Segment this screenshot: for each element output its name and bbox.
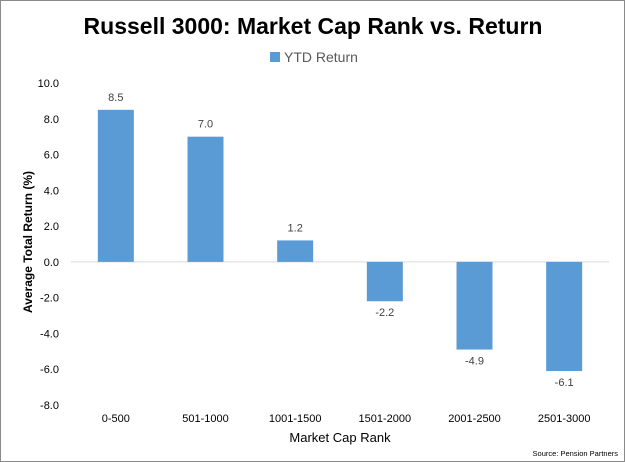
- data-label: -6.1: [555, 377, 574, 389]
- y-tick-label: 6.0: [44, 150, 59, 162]
- bar: [546, 261, 583, 372]
- data-label: 1.2: [288, 222, 303, 234]
- y-tick-label: -2.0: [40, 293, 59, 305]
- x-axis-title: Market Cap Rank: [289, 430, 391, 445]
- bar: [366, 261, 403, 302]
- bar: [456, 261, 493, 350]
- y-tick-label: 8.0: [44, 114, 59, 126]
- legend-label: YTD Return: [284, 49, 358, 65]
- y-axis-ticks: -8.0 -6.0 -4.0 -2.0 0.0 2.0 4.0 6.0 8.0 10.0: [38, 78, 59, 412]
- chart-title: Russell 3000: Market Cap Rank vs. Return: [84, 13, 543, 39]
- y-tick-label: 10.0: [38, 78, 59, 90]
- x-axis-ticks: 0-500 501-1000 1001-1500 1501-2000 2001-2500…: [102, 413, 591, 425]
- data-label: -2.2: [375, 307, 394, 319]
- bar: [277, 240, 314, 262]
- data-label: -4.9: [465, 356, 484, 368]
- y-tick-label: 4.0: [44, 185, 59, 197]
- x-tick-label: 501-1000: [182, 413, 229, 425]
- y-tick-label: 2.0: [44, 221, 59, 233]
- x-tick-label: 2001-2500: [448, 413, 501, 425]
- x-tick-label: 1001-1500: [269, 413, 322, 425]
- data-label: 7.0: [198, 119, 213, 131]
- bar: [187, 136, 224, 262]
- legend: YTD Return: [270, 49, 358, 65]
- bars: [97, 109, 583, 372]
- x-tick-label: 2501-3000: [538, 413, 591, 425]
- data-label: 8.5: [108, 92, 123, 104]
- bar: [97, 109, 134, 262]
- y-tick-label: -8.0: [40, 400, 59, 412]
- source-note: Source: Pension Partners: [533, 449, 619, 458]
- y-axis-title: Average Total Return (%): [21, 171, 35, 313]
- y-tick-label: -6.0: [40, 364, 59, 376]
- legend-swatch: [270, 52, 280, 62]
- data-labels: 8.5 7.0 1.2 -2.2 -4.9 -6.1: [108, 92, 573, 389]
- x-tick-label: 0-500: [102, 413, 130, 425]
- x-tick-label: 1501-2000: [359, 413, 412, 425]
- y-tick-label: 0.0: [44, 257, 59, 269]
- y-tick-label: -4.0: [40, 328, 59, 340]
